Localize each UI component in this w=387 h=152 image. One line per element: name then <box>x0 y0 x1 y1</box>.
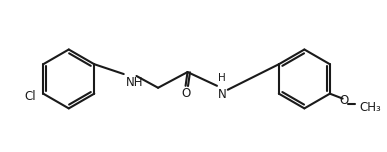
Text: N: N <box>218 88 227 101</box>
Text: O: O <box>339 94 348 107</box>
Text: H: H <box>218 73 226 83</box>
Text: O: O <box>181 87 190 100</box>
Text: NH: NH <box>126 76 143 89</box>
Text: CH₃: CH₃ <box>360 101 381 114</box>
Text: Cl: Cl <box>25 90 36 103</box>
